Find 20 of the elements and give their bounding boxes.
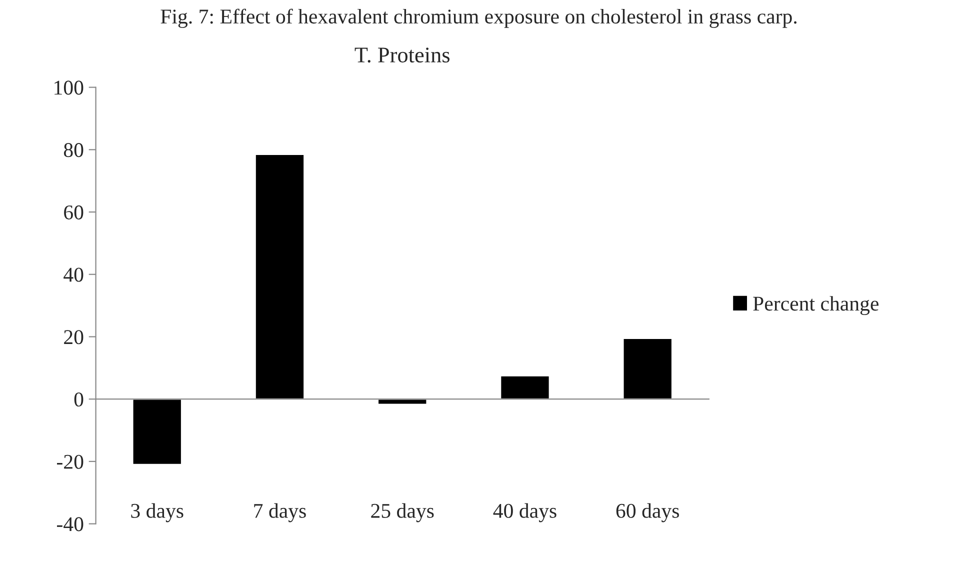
x-tick-label: 7 days (254, 503, 306, 522)
y-tick-label: 0 (74, 392, 84, 407)
bar (622, 338, 673, 400)
y-tick-label: 60 (64, 205, 84, 220)
y-tick-label: 80 (64, 143, 84, 158)
caption: Fig. 7: Effect of hexavalent chromium exposure on cholesterol in grass carp. (160, 8, 796, 28)
bar (132, 398, 182, 466)
x-tick-label: 60 days (616, 503, 679, 522)
legend-label: Percent change (753, 296, 878, 316)
y-tick-label: 20 (64, 330, 84, 344)
bar (254, 154, 305, 400)
y-tick-label: 100 (54, 80, 84, 95)
y-tick-label: -20 (57, 454, 84, 469)
y-tick-label: 40 (64, 268, 84, 282)
y-tick-label: -40 (57, 517, 84, 532)
chart-title: T. Proteins (354, 48, 450, 63)
x-tick-label: 40 days (493, 503, 556, 522)
x-tick-label: 25 days (371, 503, 434, 522)
x-tick-label: 3 days (131, 503, 184, 522)
bar (500, 375, 550, 400)
